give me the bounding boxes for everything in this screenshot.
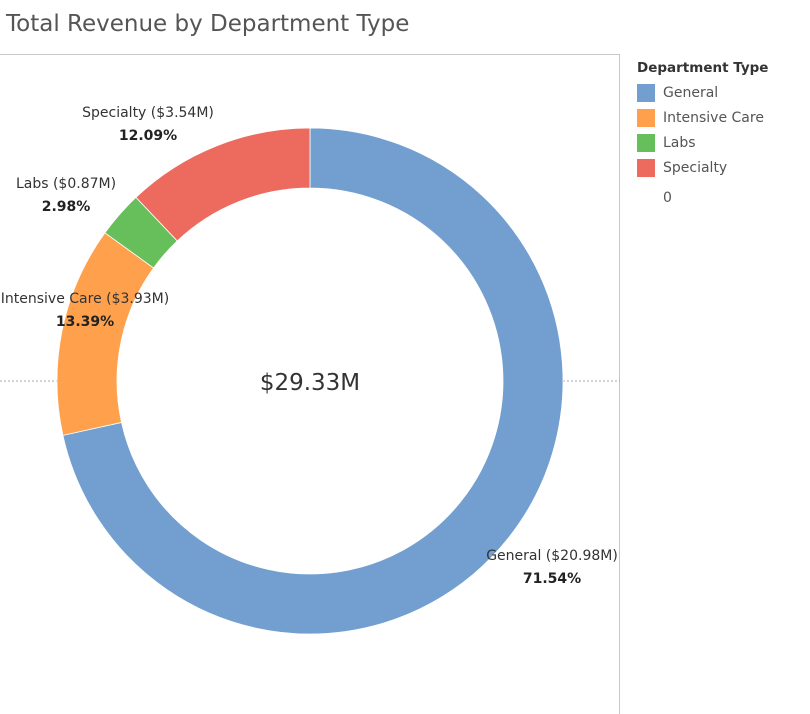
slice-label-labs: Labs ($0.87M): [16, 176, 116, 192]
legend-swatch-specialty: [637, 158, 655, 177]
donut-slices: [56, 127, 564, 635]
slice-percent-intensive-care: 13.39%: [56, 314, 114, 330]
legend-item-labs[interactable]: Labs: [637, 130, 807, 155]
legend: Department Type General Intensive Care Lab…: [637, 60, 807, 206]
legend-label-labs: Labs: [663, 134, 696, 151]
slice-label-intensive-care: Intensive Care ($3.93M): [1, 291, 169, 307]
legend-label-specialty: Specialty: [663, 159, 728, 176]
chart-panel: [0, 54, 620, 714]
legend-title: Department Type: [637, 60, 769, 76]
slice-labels: General ($20.98M) 71.54% Intensive Care ($…: [1, 105, 618, 587]
chart-title: Total Revenue by Department Type: [6, 11, 410, 37]
slice-percent-labs: 2.98%: [42, 199, 91, 215]
legend-label-general: General: [663, 84, 719, 101]
legend-swatch-general: [637, 83, 655, 102]
slice-percent-general: 71.54%: [523, 571, 581, 587]
slice-intensive-care[interactable]: [56, 232, 155, 436]
center-total-label: $29.33M: [260, 370, 360, 396]
legend-item-specialty[interactable]: Specialty: [637, 155, 807, 180]
legend-items: General Intensive Care Labs Specialty: [637, 80, 807, 180]
legend-item-general[interactable]: General: [637, 80, 807, 105]
slice-general[interactable]: [62, 127, 564, 635]
slice-label-specialty: Specialty ($3.54M): [82, 105, 214, 121]
donut-chart: General ($20.98M) 71.54% Intensive Care ($…: [0, 105, 620, 635]
slice-specialty[interactable]: [135, 127, 311, 242]
legend-swatch-intensive-care: [637, 108, 655, 127]
legend-swatch-labs: [637, 133, 655, 152]
slice-percent-specialty: 12.09%: [119, 128, 177, 144]
legend-label-intensive-care: Intensive Care: [663, 109, 764, 126]
legend-item-intensive-care[interactable]: Intensive Care: [637, 105, 807, 130]
legend-extra-value: 0: [663, 190, 672, 206]
slice-label-general: General ($20.98M): [486, 548, 618, 564]
